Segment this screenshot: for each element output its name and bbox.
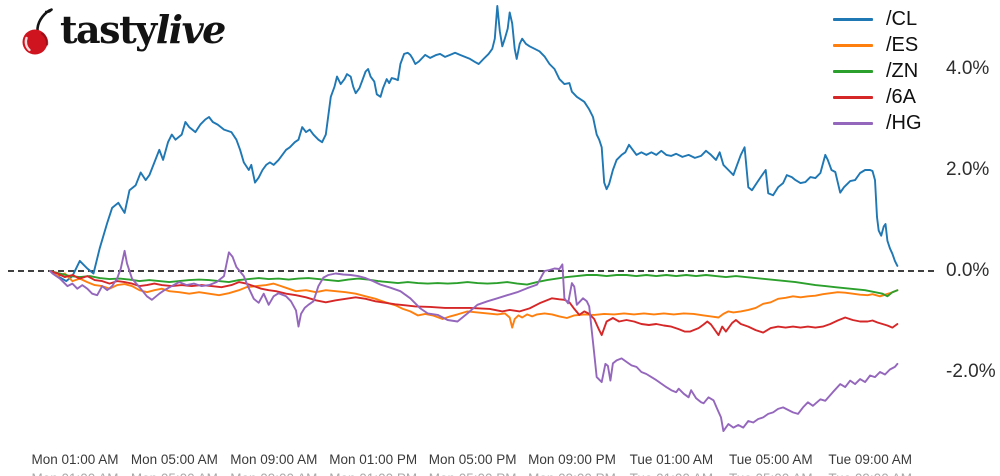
x-tick-label: Mon 09:00 AM	[230, 452, 318, 467]
x-tick-label: Mon 01:00 PM	[329, 452, 418, 467]
cherry-icon	[22, 8, 53, 55]
legend-swatch-HG	[833, 121, 873, 125]
series-line-HG	[49, 249, 899, 433]
x-tick-label-ghost: Tue 01:00 AM	[630, 471, 714, 476]
y-tick-label: 2.0%	[946, 159, 990, 180]
x-tick-label: Mon 05:00 AM	[130, 452, 218, 467]
legend-label: /ES	[886, 33, 919, 56]
legend-swatch-6A	[833, 95, 873, 99]
x-tick-label: Tue 09:00 AM	[828, 452, 912, 467]
x-tick-label-ghost: Mon 01:00 AM	[31, 471, 118, 476]
x-tick-label-ghost: Tue 05:00 AM	[729, 471, 813, 476]
brand-word-tasty: tasty	[60, 7, 157, 52]
legend: /CL/ES/ZN/6A/HG	[833, 6, 922, 136]
legend-label: /HG	[886, 111, 922, 134]
brand-word-live: live	[155, 7, 227, 52]
x-tick-label: Tue 05:00 AM	[729, 452, 813, 467]
series-line-ZN	[49, 270, 899, 298]
legend-swatch-ZN	[833, 69, 873, 73]
legend-swatch-CL	[833, 17, 873, 21]
series-line-CL	[49, 4, 899, 283]
y-tick-label: 0.0%	[946, 260, 990, 281]
legend-label: /6A	[886, 85, 917, 108]
x-tick-label-ghost: Mon 09:00 AM	[230, 471, 317, 476]
x-tick-label: Mon 05:00 PM	[428, 452, 517, 467]
x-tick-label: Mon 09:00 PM	[528, 452, 616, 467]
x-tick-label-ghost: Mon 09:00 PM	[528, 471, 616, 476]
x-tick-label-ghost: Tue 09:00 AM	[828, 471, 912, 476]
x-tick-label-ghost: Mon 05:00 AM	[131, 471, 218, 476]
legend-item-CL: /CL	[833, 6, 922, 32]
legend-item-HG: /HG	[833, 110, 922, 136]
x-tick-label: Tue 01:00 AM	[629, 452, 714, 467]
legend-label: /ZN	[886, 59, 919, 82]
brand-wordmark: tastylive	[60, 4, 227, 56]
legend-label: /CL	[886, 7, 918, 30]
brand-logo: tastylive	[14, 4, 227, 56]
x-tick-label-ghost: Mon 05:00 PM	[429, 471, 517, 476]
x-tick-label-ghost: Mon 01:00 PM	[329, 471, 417, 476]
x-tick-label: Mon 01:00 AM	[31, 452, 119, 467]
y-tick-label: 4.0%	[946, 58, 990, 79]
legend-item-ES: /ES	[833, 32, 922, 58]
legend-item-6A: /6A	[833, 84, 922, 110]
legend-item-ZN: /ZN	[833, 58, 922, 84]
y-tick-label: -2.0%	[946, 361, 996, 382]
series-line-ES	[49, 270, 899, 329]
legend-swatch-ES	[833, 43, 873, 47]
